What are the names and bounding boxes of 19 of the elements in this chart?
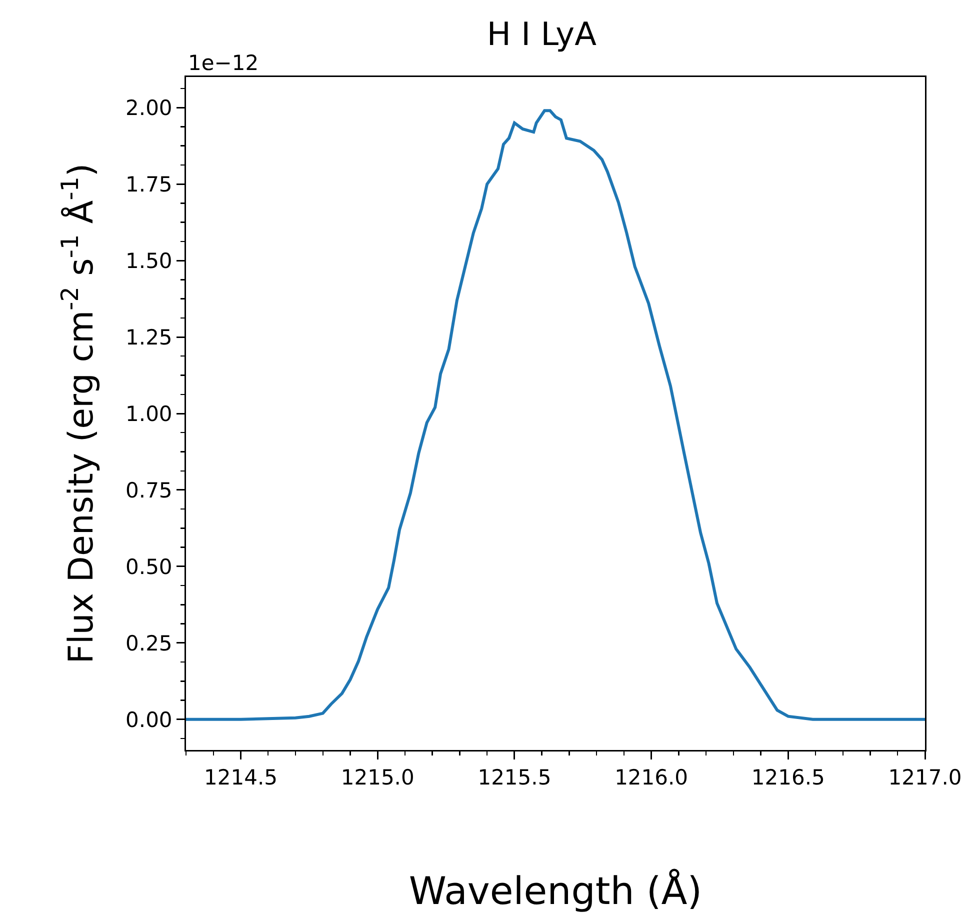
x-tick-label: 1216.0 [614, 766, 688, 790]
x-axis-title: Wavelength (Å) [408, 868, 702, 913]
y-tick-label: 0.25 [126, 631, 172, 656]
text: 1e−12 [188, 51, 259, 75]
x-tick-label: 1214.5 [204, 766, 278, 790]
x-tick-label: 1216.5 [751, 766, 825, 790]
y-tick-label: 1.25 [126, 325, 172, 350]
x-tick-label: 1217.0 [888, 766, 962, 790]
y-tick-label: 2.00 [126, 96, 172, 120]
line-series [186, 109, 925, 721]
chart-title: H I LyA [486, 15, 597, 54]
y-tick-label: 1.75 [126, 172, 172, 196]
y-tick-label: 1.00 [126, 402, 172, 426]
y-tick-label: 0.75 [126, 478, 172, 502]
y-tick-label: 0.00 [126, 708, 172, 732]
x-tick-label: 1215.0 [340, 766, 414, 790]
y-tick-label: 1.50 [126, 248, 172, 273]
y-tick-label: 0.50 [126, 554, 172, 579]
x-tick-label: 1215.5 [478, 766, 552, 790]
